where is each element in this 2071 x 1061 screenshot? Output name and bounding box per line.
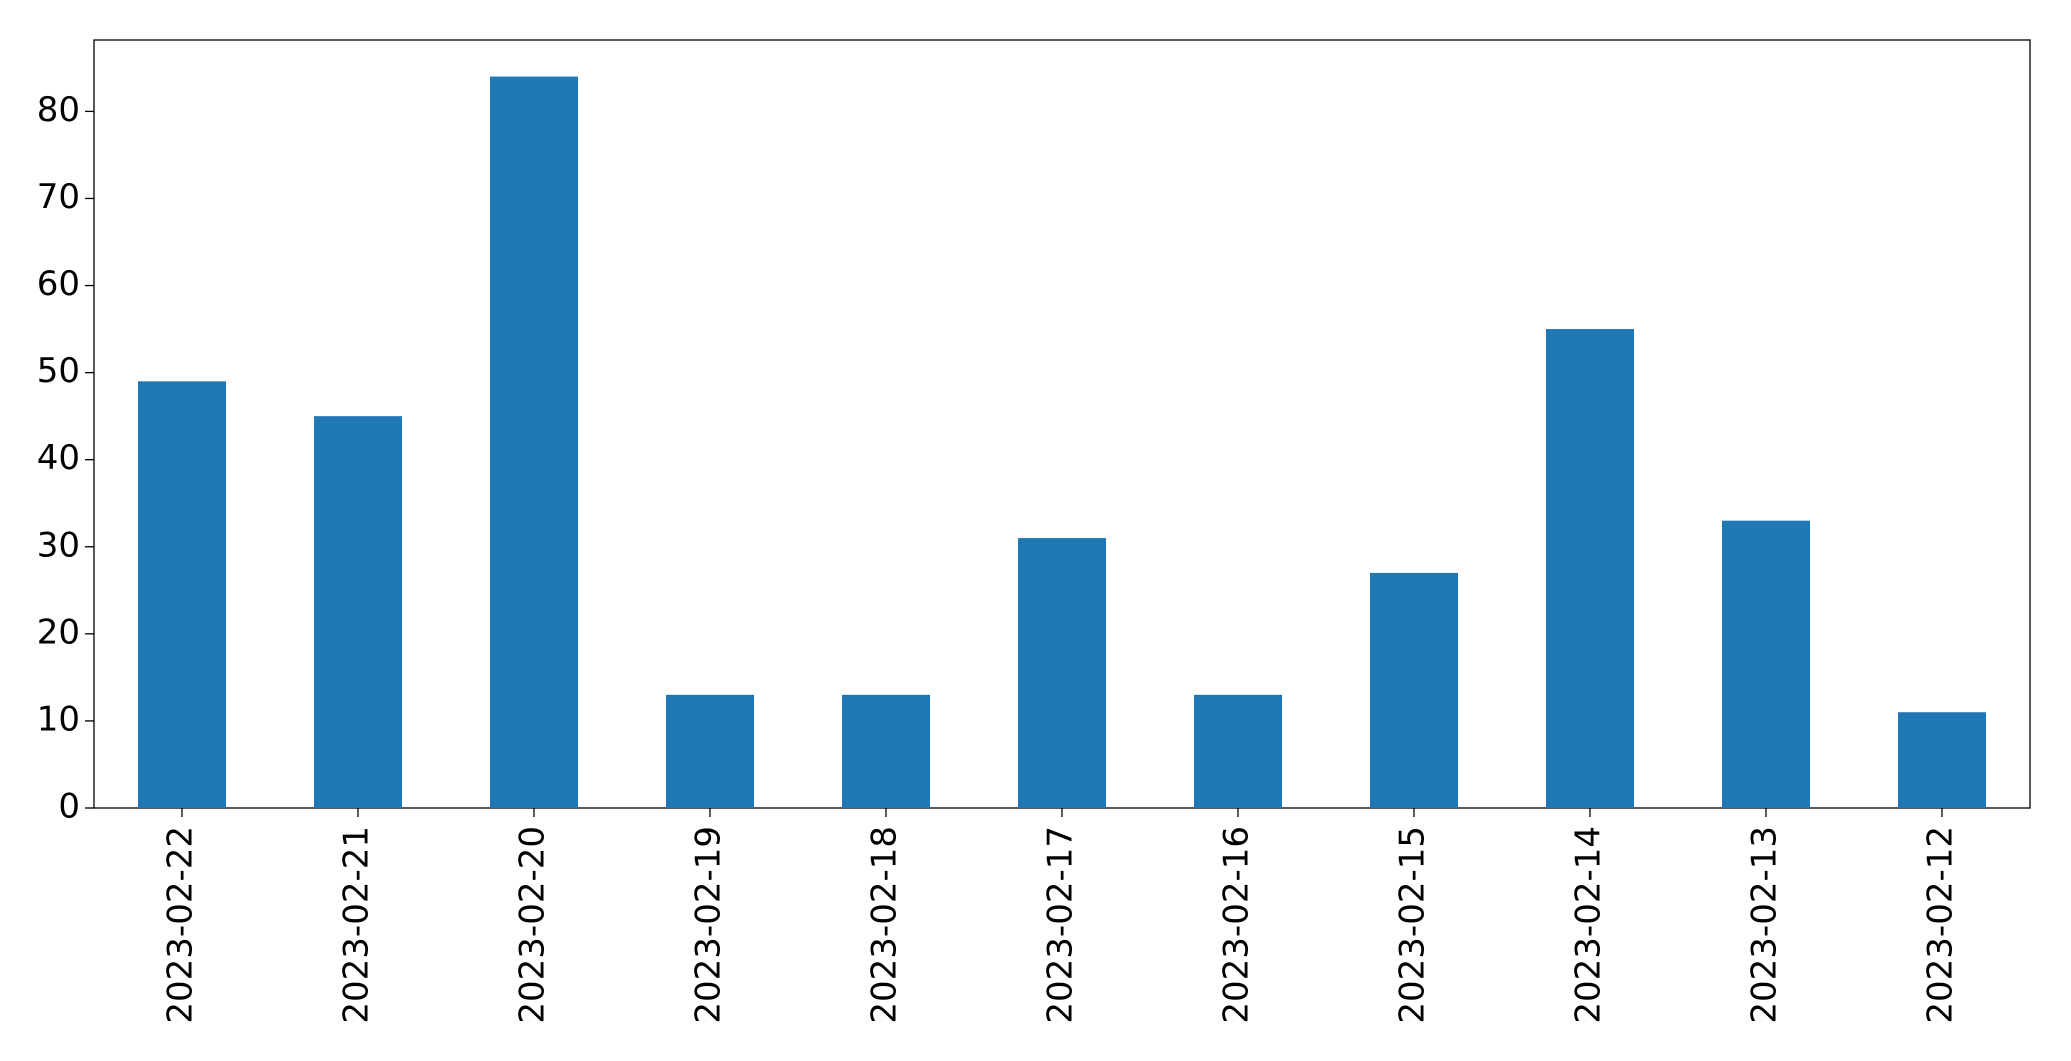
bar xyxy=(1898,712,1986,808)
x-tick-label: 2023-02-22 xyxy=(161,826,201,1024)
x-tick-label: 2023-02-19 xyxy=(689,826,729,1024)
bar xyxy=(314,416,402,808)
y-tick-label: 10 xyxy=(37,699,80,739)
x-tick-label: 2023-02-18 xyxy=(865,826,905,1024)
y-tick-label: 70 xyxy=(37,177,80,217)
bar xyxy=(666,694,754,808)
x-tick-label: 2023-02-15 xyxy=(1393,826,1433,1024)
x-tick-label: 2023-02-13 xyxy=(1745,826,1785,1024)
bar xyxy=(1018,538,1106,808)
y-tick-label: 30 xyxy=(37,525,80,565)
x-tick-label: 2023-02-20 xyxy=(513,826,553,1024)
y-tick-label: 80 xyxy=(37,90,80,130)
bar xyxy=(490,76,578,809)
bar xyxy=(1370,572,1458,808)
bar xyxy=(138,381,226,808)
y-tick-label: 40 xyxy=(37,438,80,478)
y-tick-label: 0 xyxy=(58,787,80,827)
y-tick-label: 60 xyxy=(37,264,80,304)
bar xyxy=(1194,694,1282,808)
x-tick-label: 2023-02-21 xyxy=(337,826,377,1024)
x-tick-label: 2023-02-12 xyxy=(1921,826,1961,1024)
y-tick-label: 50 xyxy=(37,351,80,391)
x-tick-label: 2023-02-17 xyxy=(1041,826,1081,1024)
x-tick-label: 2023-02-16 xyxy=(1217,826,1257,1024)
bar xyxy=(1546,329,1634,808)
y-tick-label: 20 xyxy=(37,612,80,652)
bar xyxy=(1722,520,1810,808)
x-tick-label: 2023-02-14 xyxy=(1569,826,1609,1024)
bar xyxy=(842,694,930,808)
